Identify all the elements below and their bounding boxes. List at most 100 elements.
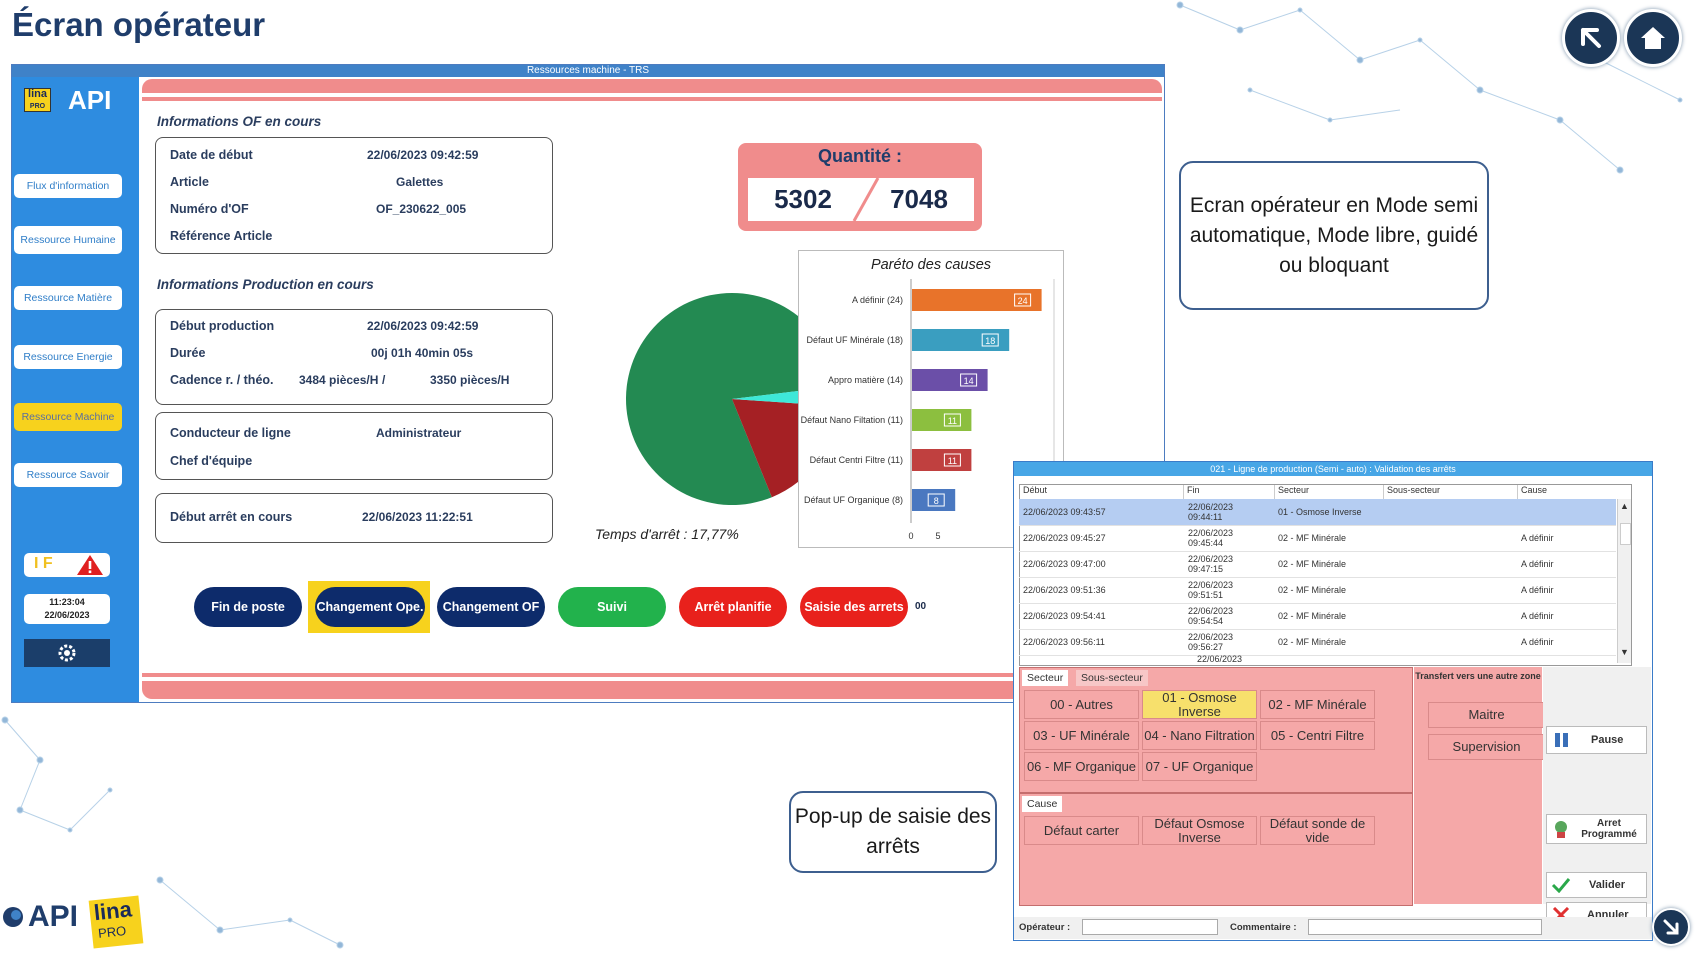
- table-row[interactable]: 22/06/2023 09:43:57 22/06/2023 09:44:11 01…: [1019, 499, 1616, 526]
- arret-programme-button[interactable]: Arret Programmé: [1546, 814, 1647, 844]
- maitre-button[interactable]: Maitre: [1428, 702, 1545, 728]
- sidebar-item-matiere[interactable]: Ressource Matière: [14, 286, 122, 310]
- sidebar: lina PRO API Flux d'information Ressourc…: [12, 77, 139, 702]
- grid-scrollbar[interactable]: ▲ ▼: [1617, 499, 1631, 663]
- lina-logo-sub: PRO: [29, 103, 46, 110]
- comment-label: Commentaire :: [1230, 922, 1297, 933]
- prod-label: Durée: [170, 346, 206, 360]
- arrow-up-left-icon: [1581, 28, 1601, 48]
- data-label: 18: [985, 336, 995, 346]
- bottom-stripe: [142, 681, 1162, 699]
- globe-icon: [3, 907, 23, 927]
- prod-label: Cadence r. / théo.: [170, 373, 274, 387]
- table-cell: 22/06/2023 09:51:51: [1188, 580, 1234, 600]
- transfer-panel-fill: [1414, 791, 1542, 904]
- category-label: Défaut Centri Filtre (11): [810, 455, 903, 465]
- zone-button[interactable]: 05 - Centri Filtre: [1260, 721, 1375, 750]
- zone-button[interactable]: 01 - Osmose Inverse: [1142, 690, 1257, 719]
- chart-title: Paréto des causes: [870, 257, 992, 273]
- partial-row: 22/06/2023: [1197, 654, 1243, 664]
- of-label: Référence Article: [170, 229, 273, 243]
- sidebar-item-flux[interactable]: Flux d'information: [14, 174, 122, 198]
- saisie-arrets-button[interactable]: Saisie des arrets: [800, 587, 908, 627]
- transfer-panel: Transfert vers une autre zone Maitre Sup…: [1414, 667, 1545, 791]
- table-cell: 02 - MF Minérale: [1278, 585, 1347, 595]
- footer-lina-badge: lina PRO: [88, 895, 144, 949]
- clock: 11:23:04 22/06/2023: [24, 594, 110, 624]
- tab-sous-secteur[interactable]: Sous-secteur: [1076, 670, 1148, 686]
- table-row[interactable]: 22/06/2023 09:51:36 22/06/2023 09:51:51 02…: [1019, 577, 1616, 604]
- column-header: Fin: [1184, 485, 1275, 499]
- next-button[interactable]: [1652, 908, 1690, 946]
- content-area: Informations OF en cours Date de début 2…: [140, 79, 1164, 699]
- pause-label: Pause: [1591, 734, 1624, 746]
- quantity-title: Quantité :: [818, 146, 902, 166]
- column-header: Secteur: [1275, 485, 1384, 499]
- popup-callout: Pop-up de saisie des arrêts: [789, 791, 997, 873]
- staff-label: Chef d'équipe: [170, 454, 253, 468]
- table-row[interactable]: 22/06/2023 09:47:00 22/06/2023 09:47:15 02…: [1019, 551, 1616, 578]
- of-label: Numéro d'OF: [170, 202, 249, 216]
- table-cell: A définir: [1521, 559, 1554, 569]
- category-label: Défaut UF Minérale (18): [806, 335, 903, 345]
- table-row[interactable]: 22/06/2023 09:56:11 22/06/2023 09:56:27 02…: [1019, 629, 1616, 656]
- fin-de-poste-button[interactable]: Fin de poste: [194, 587, 302, 627]
- of-label: Date de début: [170, 148, 253, 162]
- clock-date: 22/06/2023: [44, 610, 90, 620]
- operator-input[interactable]: [1082, 919, 1218, 935]
- sidebar-item-energie[interactable]: Ressource Energie: [14, 345, 122, 369]
- of-value: 22/06/2023 09:42:59: [367, 148, 479, 162]
- sidebar-item-savoir[interactable]: Ressource Savoir: [14, 463, 122, 487]
- top-stripe: [142, 79, 1162, 93]
- staff-box: Conducteur de ligne Administrateur Chef …: [155, 412, 553, 480]
- changement-ope-button[interactable]: Changement Ope.: [315, 587, 425, 627]
- arrow-down-right-icon: [1663, 919, 1679, 935]
- staff-label: Conducteur de ligne: [170, 426, 291, 440]
- scroll-down-icon[interactable]: ▼: [1620, 647, 1629, 657]
- zone-button[interactable]: 02 - MF Minérale: [1260, 690, 1375, 719]
- suivi-button[interactable]: Suivi: [558, 587, 666, 627]
- table-cell: 02 - MF Minérale: [1278, 559, 1347, 569]
- cause-button[interactable]: Défaut sonde de vide: [1260, 816, 1375, 845]
- data-label: 8: [934, 496, 939, 506]
- tab-cause[interactable]: Cause: [1022, 796, 1063, 812]
- data-label: 11: [948, 416, 957, 426]
- sidebar-item-humaine[interactable]: Ressource Humaine: [14, 226, 122, 254]
- data-label-box: [943, 413, 961, 427]
- alarm-indicator[interactable]: I F: [24, 553, 110, 577]
- home-button[interactable]: [1624, 9, 1682, 67]
- mode-callout: Ecran opérateur en Mode semi automatique…: [1179, 161, 1489, 310]
- popup-footer: Opérateur : Commentaire :: [1014, 917, 1652, 939]
- zone-button[interactable]: 04 - Nano Filtration: [1142, 721, 1257, 750]
- category-label: A définir (24): [852, 295, 903, 305]
- home-icon: [1641, 27, 1665, 49]
- scroll-thumb[interactable]: [1620, 523, 1631, 545]
- valider-button[interactable]: Valider: [1546, 872, 1647, 898]
- sidebar-item-machine[interactable]: Ressource Machine: [14, 403, 122, 431]
- changement-of-button[interactable]: Changement OF: [437, 587, 545, 627]
- table-cell: 01 - Osmose Inverse: [1278, 507, 1362, 517]
- prod-section-title: Informations Production en cours: [157, 277, 374, 292]
- table-row[interactable]: 22/06/2023 09:45:27 22/06/2023 09:45:44 02…: [1019, 525, 1616, 552]
- zone-button[interactable]: 07 - UF Organique: [1142, 752, 1257, 781]
- cadence-theo: 3350 pièces/H: [430, 373, 510, 387]
- zone-button[interactable]: 03 - UF Minérale: [1024, 721, 1139, 750]
- supervision-button[interactable]: Supervision: [1428, 734, 1545, 760]
- table-row[interactable]: 22/06/2023 09:54:41 22/06/2023 09:54:54 02…: [1019, 603, 1616, 630]
- arret-planifie-button[interactable]: Arrêt planifie: [679, 587, 787, 627]
- comment-input[interactable]: [1308, 919, 1542, 935]
- cause-button[interactable]: Défaut Osmose Inverse: [1142, 816, 1257, 845]
- column-header: Début: [1020, 485, 1184, 499]
- settings-button[interactable]: [24, 639, 110, 667]
- back-button[interactable]: [1562, 9, 1620, 67]
- zone-button[interactable]: 06 - MF Organique: [1024, 752, 1139, 781]
- tab-secteur[interactable]: Secteur: [1022, 670, 1069, 686]
- scroll-up-icon[interactable]: ▲: [1620, 501, 1629, 511]
- arret-programme-label: Arret Programmé: [1581, 818, 1637, 840]
- category-label: Défaut UF Organique (8): [804, 495, 903, 505]
- pause-button[interactable]: Pause: [1546, 726, 1647, 754]
- quantity-panel: Quantité : 5302 7048: [738, 143, 982, 231]
- zone-button[interactable]: 00 - Autres: [1024, 690, 1139, 719]
- cause-button[interactable]: Défaut carter: [1024, 816, 1139, 845]
- column-header: Sous-secteur: [1384, 485, 1518, 499]
